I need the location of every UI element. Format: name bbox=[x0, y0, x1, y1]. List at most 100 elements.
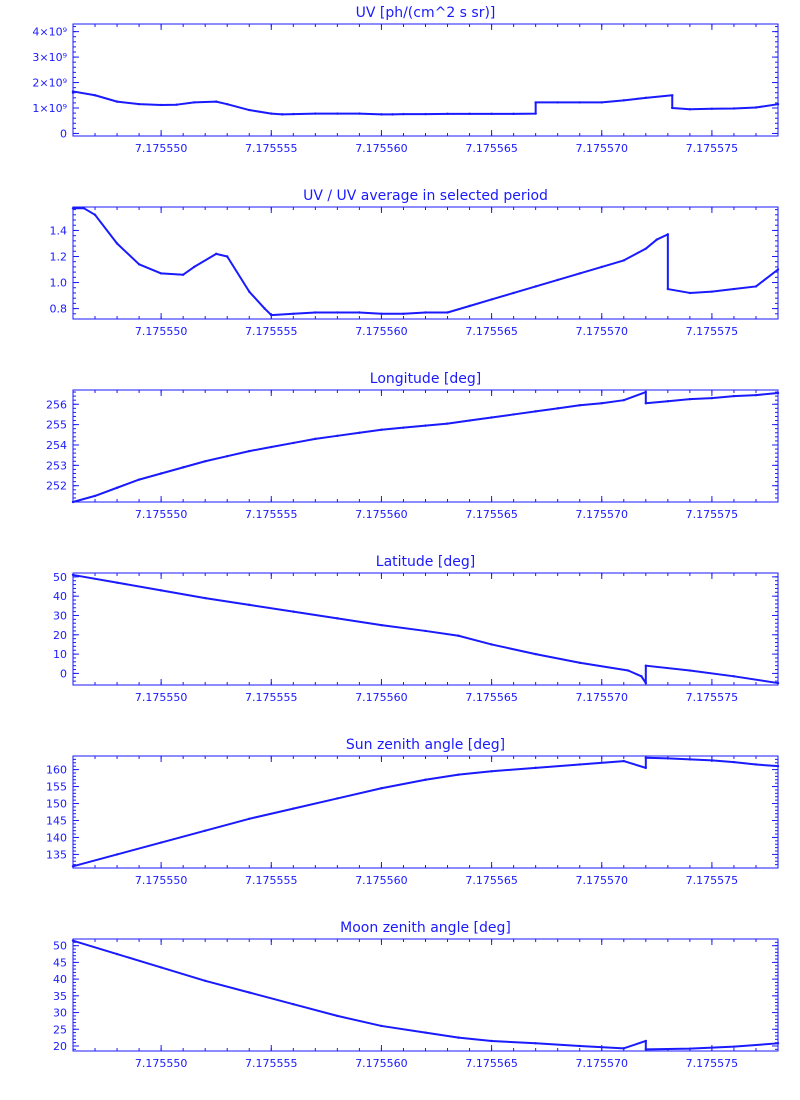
data-point bbox=[534, 410, 537, 413]
data-point bbox=[644, 96, 648, 100]
data-point bbox=[468, 112, 471, 116]
data-point bbox=[292, 1002, 295, 1006]
data-point bbox=[688, 397, 692, 401]
data-point bbox=[292, 441, 295, 445]
x-tick-label: 7.175555 bbox=[245, 142, 298, 155]
y-tick-label: 160 bbox=[46, 764, 67, 777]
data-point bbox=[644, 664, 648, 667]
data-point bbox=[710, 396, 714, 400]
data-point bbox=[644, 247, 648, 250]
y-tick-label: 256 bbox=[46, 398, 67, 411]
y-tick-label: 20 bbox=[53, 629, 67, 642]
data-point bbox=[281, 113, 284, 116]
data-point bbox=[776, 268, 780, 271]
data-point bbox=[358, 431, 361, 434]
data-point bbox=[226, 454, 229, 458]
data-point bbox=[336, 434, 339, 438]
data-point bbox=[248, 449, 251, 453]
data-point bbox=[688, 291, 692, 295]
data-point bbox=[71, 500, 75, 504]
data-point bbox=[314, 311, 317, 314]
x-tick-label: 7.175565 bbox=[465, 142, 518, 155]
data-point bbox=[457, 773, 460, 776]
data-point bbox=[380, 623, 383, 627]
x-tick-label: 7.175560 bbox=[355, 142, 408, 155]
y-tick-label: 255 bbox=[46, 419, 67, 432]
x-tick-label: 7.175570 bbox=[576, 1057, 629, 1070]
data-point bbox=[181, 273, 185, 276]
plot-frame bbox=[72, 206, 779, 320]
x-tick-label: 7.175555 bbox=[245, 874, 298, 887]
data-point bbox=[666, 287, 670, 291]
data-point bbox=[732, 394, 736, 398]
x-tick-label: 7.175550 bbox=[135, 1057, 188, 1070]
y-tick-label: 40 bbox=[53, 590, 67, 603]
x-tick-label: 7.175560 bbox=[355, 1057, 408, 1070]
data-point bbox=[203, 460, 207, 463]
chart-title: Sun zenith angle [deg] bbox=[346, 737, 505, 753]
data-point bbox=[115, 581, 119, 584]
data-point bbox=[292, 807, 295, 810]
x-tick-label: 7.175550 bbox=[135, 874, 188, 887]
x-tick-label: 7.175570 bbox=[576, 691, 629, 704]
data-point bbox=[578, 404, 581, 407]
data-point bbox=[732, 1045, 736, 1048]
data-point bbox=[314, 112, 317, 115]
data-point bbox=[159, 841, 163, 844]
data-point bbox=[248, 991, 251, 994]
x-tick-label: 7.175565 bbox=[465, 691, 518, 704]
y-tick-label: 4×10⁹ bbox=[32, 26, 67, 39]
data-point bbox=[380, 1024, 383, 1028]
data-point bbox=[644, 1048, 648, 1051]
data-point bbox=[270, 313, 273, 317]
y-tick-label: 1×10⁹ bbox=[32, 102, 67, 115]
y-tick-label: 2×10⁹ bbox=[32, 77, 67, 90]
data-point bbox=[424, 778, 427, 781]
x-tick-label: 7.175550 bbox=[135, 142, 188, 155]
data-point bbox=[446, 311, 449, 314]
data-point bbox=[556, 407, 559, 410]
plot-frame bbox=[72, 755, 779, 869]
data-point bbox=[754, 285, 758, 288]
data-point bbox=[732, 287, 736, 291]
data-point bbox=[688, 1047, 692, 1050]
data-point bbox=[159, 589, 163, 592]
data-point bbox=[336, 311, 339, 314]
series-line bbox=[73, 207, 779, 317]
data-point bbox=[115, 486, 119, 489]
y-tick-label: 40 bbox=[53, 973, 67, 986]
data-point bbox=[137, 102, 141, 106]
data-point bbox=[248, 603, 251, 607]
data-point bbox=[556, 278, 559, 282]
y-tick-label: 254 bbox=[46, 439, 67, 452]
data-point bbox=[71, 573, 75, 577]
data-point bbox=[644, 756, 648, 759]
data-point bbox=[622, 99, 625, 102]
y-tick-label: 0 bbox=[60, 127, 67, 140]
data-point bbox=[380, 312, 383, 315]
data-point bbox=[666, 757, 670, 760]
data-point bbox=[512, 413, 515, 416]
data-point bbox=[248, 290, 251, 293]
data-point bbox=[248, 108, 251, 112]
x-tick-label: 7.175575 bbox=[686, 1057, 739, 1070]
data-point bbox=[710, 107, 714, 110]
x-tick-label: 7.175565 bbox=[465, 874, 518, 887]
data-point bbox=[490, 416, 493, 419]
x-tick-label: 7.175575 bbox=[686, 691, 739, 704]
x-tick-label: 7.175575 bbox=[686, 508, 739, 521]
data-point bbox=[380, 113, 383, 116]
data-point bbox=[215, 252, 218, 256]
data-point bbox=[644, 681, 648, 685]
x-tick-label: 7.175565 bbox=[465, 325, 518, 338]
data-point bbox=[424, 112, 427, 116]
data-point bbox=[671, 94, 674, 97]
data-point bbox=[655, 238, 659, 241]
x-tick-label: 7.175565 bbox=[465, 508, 518, 521]
chart-title: UV / UV average in selected period bbox=[303, 188, 548, 204]
data-point bbox=[626, 669, 630, 672]
y-tick-label: 30 bbox=[53, 609, 67, 622]
data-point bbox=[688, 758, 692, 761]
data-point bbox=[137, 263, 141, 266]
